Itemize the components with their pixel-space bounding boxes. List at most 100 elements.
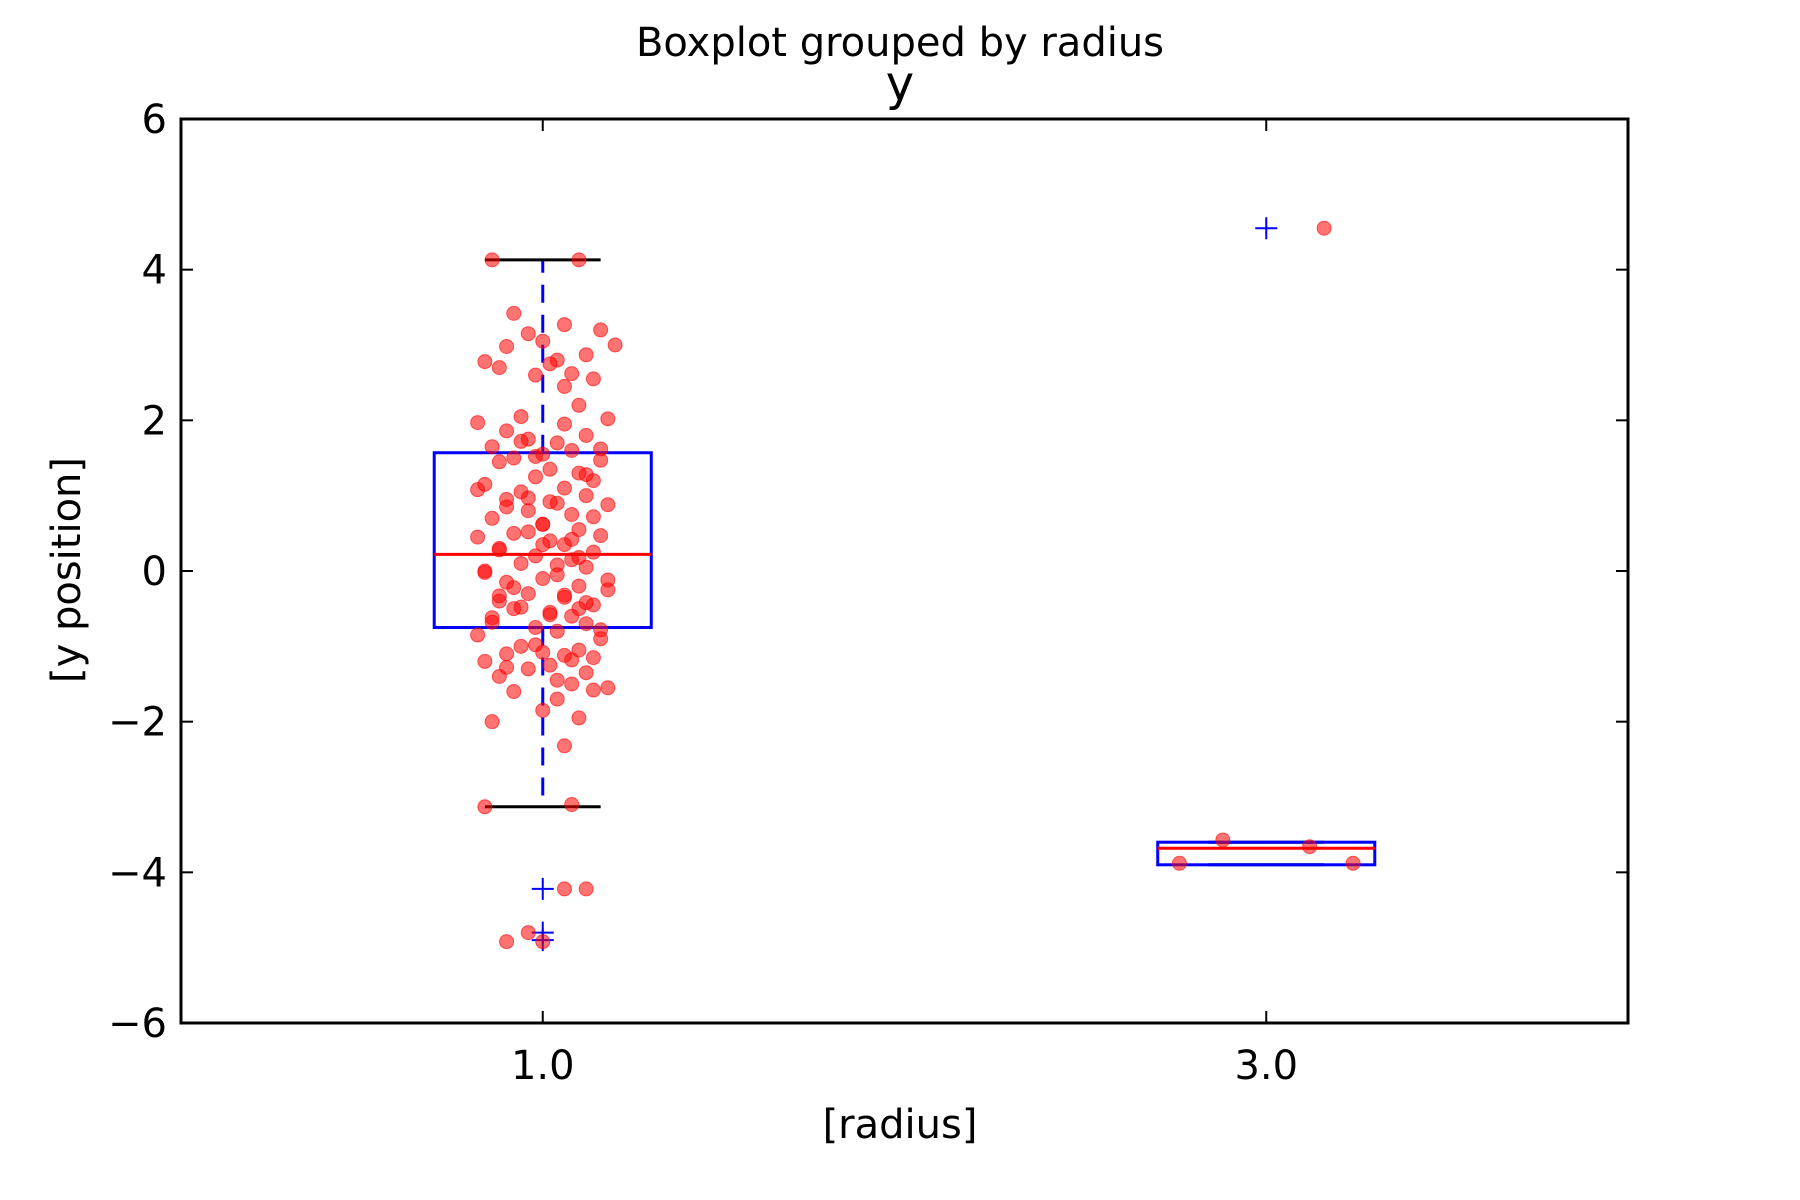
data-point [528, 469, 544, 485]
data-point [470, 529, 486, 545]
data-point [535, 571, 551, 587]
data-point [607, 337, 623, 353]
data-point [542, 461, 558, 477]
flier-marker [1255, 217, 1278, 240]
box-3.0 [1156, 840, 1377, 867]
data-point [1215, 832, 1231, 848]
data-point [600, 497, 616, 513]
data-point [470, 415, 486, 431]
data-point [499, 934, 515, 950]
plot-area: −6 −4 −2 0 2 4 6 1.0 3.0 [108, 97, 1630, 1089]
data-point [477, 653, 493, 669]
data-point [528, 367, 544, 383]
data-point [513, 599, 529, 615]
y-tick-label: 4 [142, 248, 167, 294]
data-point [564, 676, 580, 692]
y-axis-label: [y position] [44, 457, 90, 683]
data-point [593, 622, 609, 638]
data-point [1171, 855, 1187, 871]
data-point [585, 509, 601, 525]
data-point [491, 588, 507, 604]
data-point [549, 623, 565, 639]
data-point [556, 881, 572, 897]
data-point [578, 616, 594, 632]
data-point [499, 499, 515, 515]
data-point [491, 360, 507, 376]
y-tick-label: −4 [108, 850, 167, 896]
data-point [484, 714, 500, 730]
data-point [470, 482, 486, 498]
data-point [520, 326, 536, 342]
data-point [571, 601, 587, 617]
data-point [535, 702, 551, 718]
data-point [571, 252, 587, 268]
data-point [477, 799, 493, 815]
flier-marker [531, 877, 554, 900]
data-point [593, 528, 609, 544]
data-point [564, 507, 580, 522]
data-point [585, 650, 601, 666]
data-point [535, 934, 551, 950]
data-point [484, 252, 500, 268]
data-point [484, 614, 500, 630]
data-point [1316, 220, 1332, 236]
data-point [556, 480, 572, 496]
data-point [593, 441, 609, 457]
data-point [549, 672, 565, 688]
data-point [499, 339, 515, 355]
data-point [542, 657, 558, 673]
data-point [549, 557, 565, 573]
data-point [578, 488, 594, 504]
data-point [535, 537, 551, 553]
y-tick-label: −6 [108, 1001, 167, 1047]
data-point [506, 305, 522, 321]
data-point [499, 659, 515, 675]
data-point [564, 797, 580, 813]
data-point [535, 516, 551, 532]
data-point [564, 531, 580, 547]
data-point [600, 411, 616, 427]
data-point [571, 549, 587, 565]
data-point [520, 524, 536, 540]
data-point [578, 427, 594, 443]
data-point [1345, 855, 1361, 871]
data-point [535, 333, 551, 349]
data-point [477, 565, 493, 581]
data-point [491, 454, 507, 470]
data-point [484, 439, 500, 455]
chart-title: y [886, 56, 914, 112]
data-point [528, 620, 544, 635]
data-point [564, 442, 580, 458]
data-point [506, 450, 522, 466]
data-point [585, 544, 601, 560]
data-point [520, 661, 536, 677]
x-tick-label: 3.0 [1234, 1043, 1298, 1089]
data-point [513, 638, 529, 654]
data-point [571, 710, 587, 726]
data-point [556, 378, 572, 394]
data-point [578, 467, 594, 483]
data-point [542, 607, 558, 623]
data-point [528, 637, 544, 653]
data-point [578, 347, 594, 363]
plot-frame [179, 117, 1630, 1025]
data-point [520, 586, 536, 602]
data-point [528, 548, 544, 564]
chart-suptitle: Boxplot grouped by radius [636, 20, 1164, 66]
y-tick-label: 0 [142, 549, 167, 595]
data-point [556, 416, 572, 432]
data-point [506, 684, 522, 700]
y-tick-label: 2 [142, 398, 167, 444]
data-point [491, 542, 507, 558]
data-point [593, 322, 609, 338]
data-point [600, 572, 616, 588]
x-axis-label: [radius] [823, 1102, 978, 1148]
data-point [542, 494, 558, 510]
data-point [549, 691, 565, 707]
data-point [499, 646, 515, 662]
data-point [1302, 839, 1318, 855]
data-point [578, 881, 594, 897]
data-point [513, 409, 529, 425]
